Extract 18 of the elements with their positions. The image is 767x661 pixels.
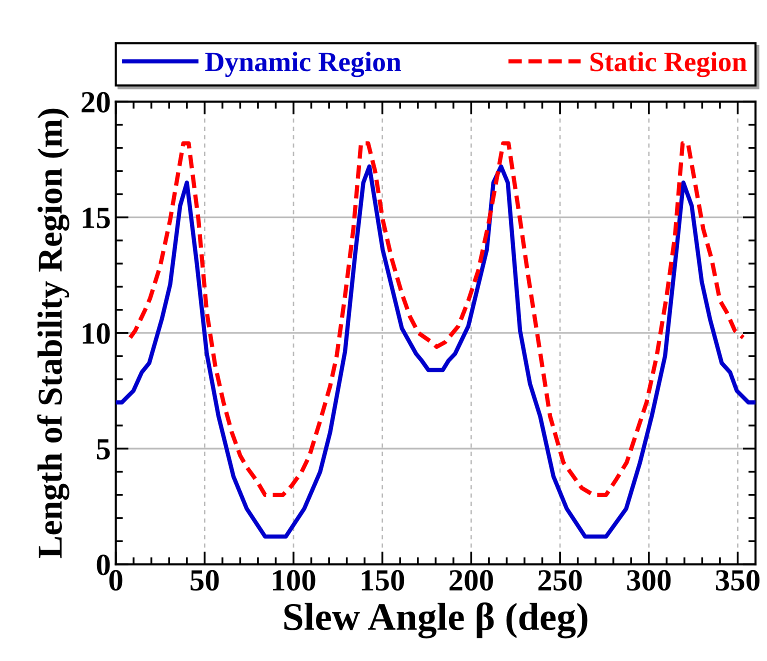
x-tick-label: 200 xyxy=(450,570,493,591)
y-tick-label: 5 xyxy=(96,439,110,460)
y-tick-label: 15 xyxy=(82,208,110,228)
legend-label: Static Region xyxy=(590,52,747,78)
y-tick-label: 0 xyxy=(96,554,110,576)
x-tick-label: 350 xyxy=(716,570,760,591)
x-tick-label: 150 xyxy=(362,570,404,591)
x-tick-label: 250 xyxy=(538,570,582,591)
x-tick-label: 300 xyxy=(627,570,671,591)
legend-label: Dynamic Region xyxy=(205,52,402,78)
line-series xyxy=(128,141,746,497)
line-series xyxy=(116,164,756,539)
y-tick-label: 20 xyxy=(82,92,110,113)
x-axis-title: Slew Angle β (deg) xyxy=(284,602,588,638)
y-axis-title: Length of Stability Region (m) xyxy=(37,108,70,558)
y-tick-label: 10 xyxy=(82,323,110,344)
x-tick-label: 100 xyxy=(273,570,316,591)
x-tick-label: 50 xyxy=(190,570,219,591)
